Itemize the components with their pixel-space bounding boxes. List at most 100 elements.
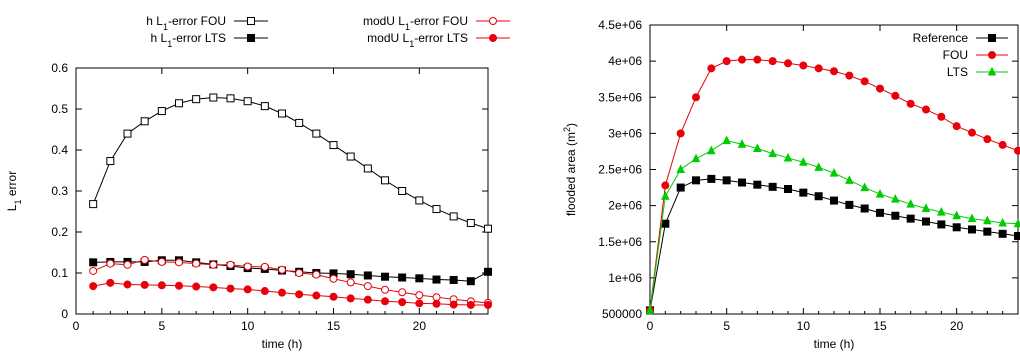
data-point (140, 255, 149, 264)
data-point (661, 191, 670, 200)
y-tick-label: 0.4 (51, 143, 68, 157)
x-axis-label: time (h) (262, 337, 303, 351)
x-tick-label: 0 (647, 319, 654, 333)
data-point (783, 152, 793, 162)
data-point (278, 265, 286, 274)
x-tick-label: 15 (327, 319, 341, 333)
series-2 (645, 135, 1020, 314)
x-tick-label: 0 (73, 319, 80, 333)
y-tick-label: 0.2 (51, 225, 68, 239)
data-point (937, 220, 946, 229)
data-point (157, 257, 166, 266)
data-point (983, 227, 992, 236)
data-point (998, 217, 1007, 227)
data-point (722, 135, 731, 145)
legend-marker (988, 34, 996, 42)
data-point (466, 300, 475, 309)
data-point (876, 208, 884, 217)
series-line (93, 259, 489, 282)
data-point (226, 284, 235, 293)
data-point (998, 140, 1007, 149)
legend: Reference FOU LTS (913, 31, 1008, 79)
data-point (845, 175, 854, 184)
data-point (829, 167, 839, 177)
data-point (738, 55, 746, 64)
data-point (157, 281, 166, 290)
data-point (346, 294, 355, 303)
data-point (799, 188, 808, 197)
data-point (707, 174, 716, 183)
x-tick-label: 10 (241, 319, 255, 333)
legend-marker (247, 17, 255, 25)
series-line (93, 282, 488, 306)
data-point (922, 105, 930, 114)
data-point (398, 273, 407, 282)
plot-frame (75, 67, 489, 315)
y-tick-label: 3.5e+06 (598, 90, 642, 104)
data-point (645, 305, 655, 314)
y-tick-label: 0.5 (51, 102, 68, 116)
series-1 (646, 55, 1020, 315)
legend-label: FOU (943, 48, 968, 62)
data-point (998, 229, 1007, 238)
legend-marker (489, 17, 497, 25)
data-point (891, 194, 900, 203)
y-axis-label: flooded area (m2) (562, 123, 578, 216)
data-point (398, 298, 407, 307)
data-point (968, 225, 976, 234)
x-tick-label: 5 (158, 319, 165, 333)
data-point (192, 95, 201, 104)
legend-marker (988, 51, 996, 59)
data-point (906, 199, 915, 208)
data-point (106, 278, 115, 287)
data-point (753, 143, 762, 153)
data-point (692, 93, 700, 102)
data-point (346, 152, 355, 161)
data-point (737, 139, 747, 148)
data-point (1014, 146, 1020, 155)
data-point (876, 84, 884, 93)
data-point (381, 297, 389, 306)
l1-error-chart: 0 0.1 0.2 0.3 0.4 0.5 0.6 0 5 10 15 20 time (h) L1 er… (5, 14, 510, 351)
legend-label: LTS (947, 65, 968, 79)
y-tick-label: 0.3 (51, 184, 68, 198)
data-point (768, 57, 777, 66)
data-point (312, 270, 321, 279)
data-point (449, 300, 458, 309)
data-point (398, 187, 407, 195)
data-point (295, 290, 304, 299)
data-point (89, 200, 98, 209)
data-point (278, 109, 286, 118)
data-point (906, 99, 915, 108)
y-tick-label: 0.6 (51, 61, 68, 75)
data-point (860, 204, 869, 213)
y-tick-label: 2.5e+06 (598, 163, 642, 177)
data-point (968, 128, 976, 137)
data-point (738, 178, 746, 187)
legend-label: h L1-error LTS (151, 31, 227, 49)
data-point (381, 285, 389, 294)
x-axis-label: time (h) (814, 337, 855, 351)
data-point (312, 291, 321, 300)
data-point (691, 153, 701, 163)
data-point (140, 280, 149, 289)
data-point (432, 293, 441, 302)
data-point (449, 212, 458, 221)
series-line (649, 59, 1019, 311)
data-point (381, 272, 389, 281)
data-point (398, 288, 407, 297)
data-point (363, 164, 372, 173)
data-point (432, 275, 441, 284)
legend-marker (489, 34, 497, 42)
data-point (799, 157, 808, 166)
data-point (192, 259, 201, 268)
y-tick-label: 4.5e+06 (598, 18, 642, 32)
y-tick-label: 2e+06 (608, 199, 642, 213)
data-point (830, 67, 838, 76)
legend-label: Reference (913, 31, 969, 45)
data-point (432, 299, 441, 308)
data-point (363, 282, 372, 291)
data-point (157, 107, 166, 116)
data-point (209, 93, 218, 102)
